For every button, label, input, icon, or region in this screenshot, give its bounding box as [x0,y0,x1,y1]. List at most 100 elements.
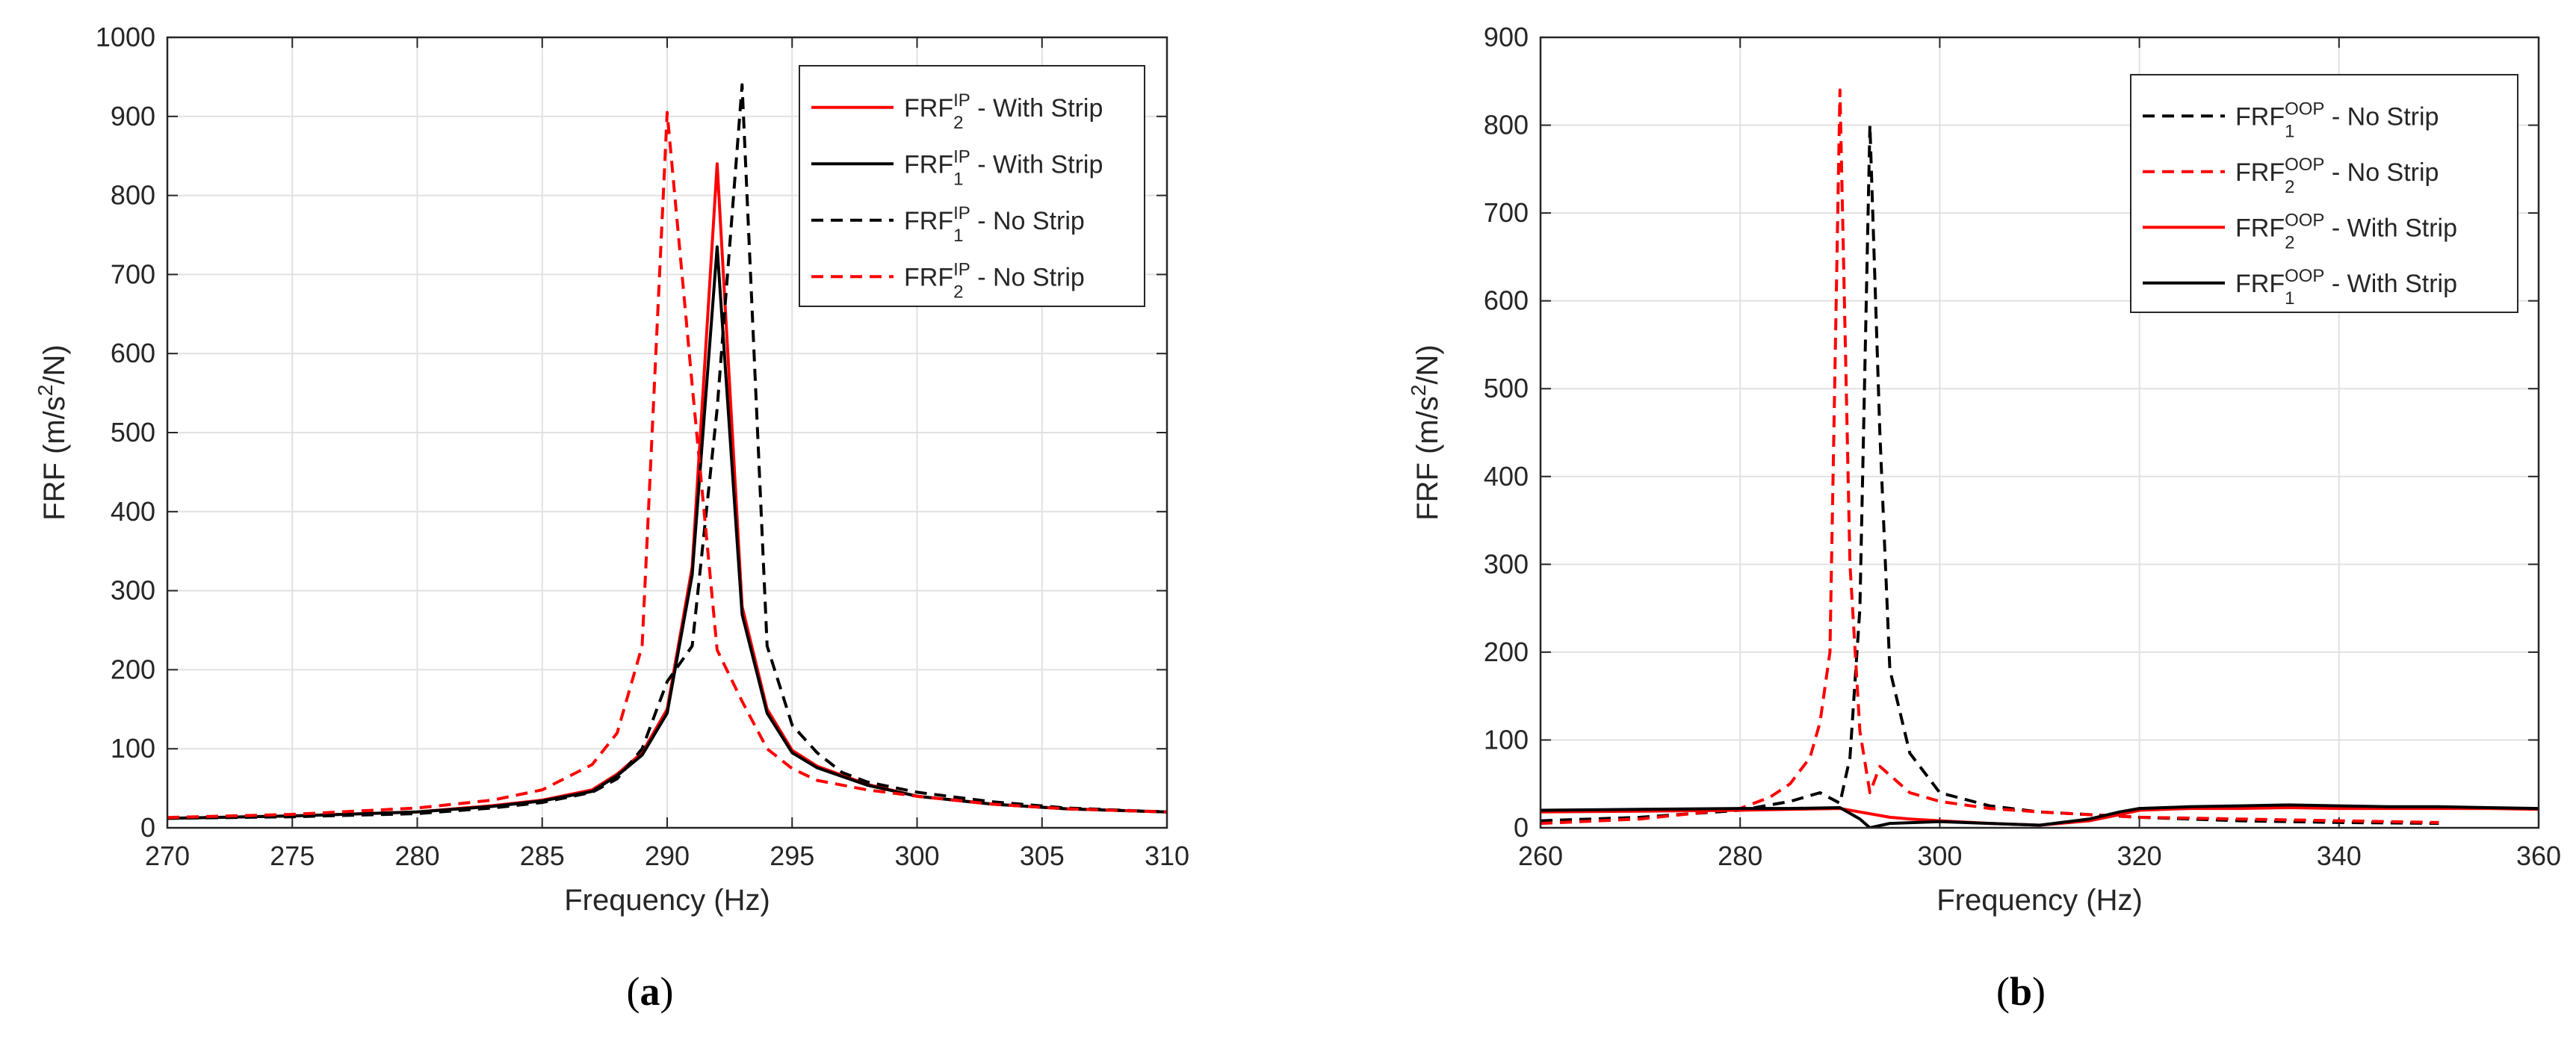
x-tick-label: 285 [520,841,565,871]
axes-box [166,36,1168,829]
x-tick-label: 295 [770,841,814,871]
y-axis-label-sup: 2 [34,385,57,397]
legend-label-tail: - No Strip [970,207,1085,235]
legend-label-sup: OOP [2285,266,2324,286]
y-tick-label: 700 [1484,197,1529,228]
y-tick-label: 800 [1484,110,1529,140]
legend-label-main: FRF [2235,270,2285,298]
legend-label-4: FRFOOP 1 - With Strip [2235,266,2457,309]
legend-label-sup: IP [953,203,970,223]
legend-label-main: FRF [2235,102,2285,131]
x-tick-label: 305 [1020,841,1065,871]
y-axis-label-post: /N) [38,344,71,384]
y-tick-label: 500 [1484,373,1529,403]
panel-caption-letter: a [640,969,660,1014]
legend-label-main: FRF [904,263,953,291]
y-tick-label: 500 [111,417,155,448]
x-tick-label: 300 [1917,841,1962,871]
y-tick-label: 700 [111,259,155,289]
legend-label-sup: IP [953,90,970,111]
x-tick-label: 310 [1145,841,1189,871]
x-tick-label: 280 [1718,841,1762,871]
y-axis-label-pre: FRF (m/s [38,396,71,521]
x-tick-label: 300 [894,841,939,871]
legend-label-tail: - No Strip [970,263,1085,291]
legend-label-main: FRF [2235,158,2285,187]
y-tick-label: 100 [1484,724,1529,755]
legend-label-main: FRF [904,150,953,179]
x-tick-label: 270 [145,841,190,871]
legend-label-sub: 2 [2285,232,2294,253]
series-line-3 [167,83,1167,820]
y-axis-label-sup: 2 [1407,385,1430,397]
axes-box [1539,36,2540,829]
panel-caption-open: ( [627,969,640,1014]
x-tick-label: 260 [1518,841,1563,871]
panel-caption-close: ) [2032,969,2046,1014]
chart-panel-b: 260 280 300 320 340 360 0 100 200 300 400 500 600 700… [1407,22,2561,1014]
legend-label-sup: IP [953,146,970,167]
x-tick-label: 360 [2516,841,2561,871]
legend-label-sub: 1 [953,226,963,246]
series-line-4 [167,111,1167,820]
legend-label-2: FRFIP 1 - With Strip [904,146,1103,189]
legend-label-tail: - With Strip [2324,270,2457,298]
legend-label-1: FRFIP 2 - With Strip [904,90,1103,133]
y-tick-label: 400 [111,496,155,527]
legend-label-sub: 2 [953,113,963,133]
x-tick-label: 275 [270,841,315,871]
y-tick-label: 900 [1484,22,1529,52]
y-tick-label: 0 [1514,812,1529,843]
legend-label-sub: 1 [2285,121,2294,141]
x-tick-label: 280 [394,841,439,871]
y-axis-label-post: /N) [1411,344,1444,384]
y-tick-label: 600 [1484,285,1529,316]
y-tick-label: 400 [1484,461,1529,492]
series-line-2 [1541,88,2439,826]
y-tick-label: 200 [111,654,155,684]
legend-box [799,65,1145,307]
legend-label-tail: - No Strip [2324,158,2439,187]
series-line-2 [167,245,1167,820]
y-tick-label: 1000 [96,22,155,52]
panel-caption-letter: b [2010,969,2032,1014]
legend-label-main: FRF [2235,214,2285,242]
legend-label-main: FRF [904,207,953,235]
y-axis-label-pre: FRF (m/s [1411,396,1444,521]
y-tick-label: 800 [111,180,155,211]
panel-caption-open: ( [1996,969,2010,1014]
x-axis-label: Frequency (Hz) [564,884,770,917]
panel-caption: (b) [1996,969,2046,1014]
legend-label-sub: 2 [953,282,963,302]
y-tick-label: 100 [111,733,155,764]
series-line-4 [1541,803,2539,828]
x-tick-label: 340 [2317,841,2362,871]
legend-label-sup: OOP [2285,210,2324,230]
x-axis-label: Frequency (Hz) [1936,884,2143,917]
chart-panel-a: 270 275 280 285 290 295 300 305 310 0 100 200 300 400… [34,22,1189,1014]
legend-label-sup: OOP [2285,155,2324,175]
legend-label-sup: IP [953,259,970,279]
y-tick-label: 0 [140,812,155,843]
legend-label-2: FRFOOP 2 - No Strip [2235,155,2439,197]
legend-label-main: FRF [904,94,953,123]
legend-label-tail: - With Strip [970,150,1103,179]
panel-caption: (a) [627,969,674,1014]
legend-label-sup: OOP [2285,99,2324,119]
legend-label-3: FRFIP 1 - No Strip [904,203,1085,246]
y-tick-label: 300 [1484,548,1529,579]
legend-label-sub: 2 [2285,177,2294,197]
y-axis-label: FRF (m/s2/N) [34,344,71,521]
legend-label-3: FRFOOP 2 - With Strip [2235,210,2457,253]
legend-label-sub: 1 [953,169,963,189]
legend-label-tail: - No Strip [2324,102,2439,131]
legend-box [2130,74,2518,313]
x-tick-label: 290 [645,841,690,871]
legend-label-sub: 1 [2285,288,2294,309]
legend-label-4: FRFIP 2 - No Strip [904,259,1085,302]
y-tick-label: 600 [111,338,155,368]
y-tick-label: 200 [1484,637,1529,667]
